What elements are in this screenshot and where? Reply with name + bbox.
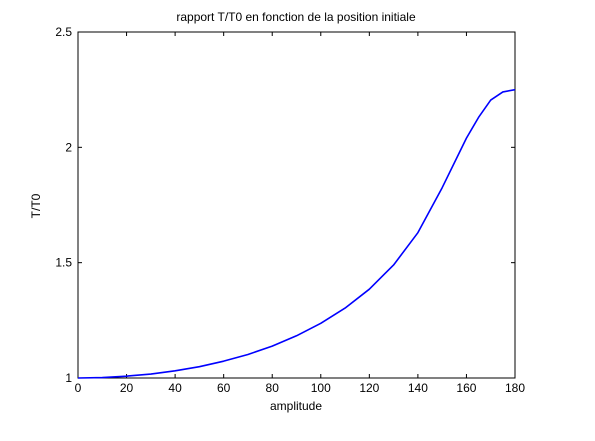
series-layer: [77, 88, 516, 379]
x-tick-labels: 0 20 40 60 80 100 120 140 160 180: [75, 381, 526, 395]
plot-area-frame: [77, 31, 516, 379]
y-tick-label: 1.5: [55, 256, 72, 270]
y-tick-labels: 1 1.5 2 2.5: [55, 25, 72, 385]
x-tick-label: 40: [168, 381, 182, 395]
x-tick-label: 140: [408, 381, 428, 395]
x-tick-label: 60: [217, 381, 231, 395]
x-tick-label: 20: [120, 381, 134, 395]
y-tick-label: 2: [65, 140, 72, 154]
series-line-0: [77, 88, 516, 379]
axis-ticks: [77, 31, 516, 379]
y-tick-label: 2.5: [55, 25, 72, 39]
x-tick-label: 0: [75, 381, 82, 395]
x-tick-label: 100: [311, 381, 331, 395]
x-tick-label: 80: [266, 381, 280, 395]
y-axis-label: T/T0: [29, 193, 43, 218]
x-tick-label: 180: [505, 381, 525, 395]
x-tick-label: 160: [456, 381, 476, 395]
chart-title: rapport T/T0 en fonction de la position …: [176, 10, 416, 24]
x-tick-label: 120: [359, 381, 379, 395]
x-axis-label: amplitude: [270, 399, 322, 413]
y-tick-label: 1: [65, 371, 72, 385]
